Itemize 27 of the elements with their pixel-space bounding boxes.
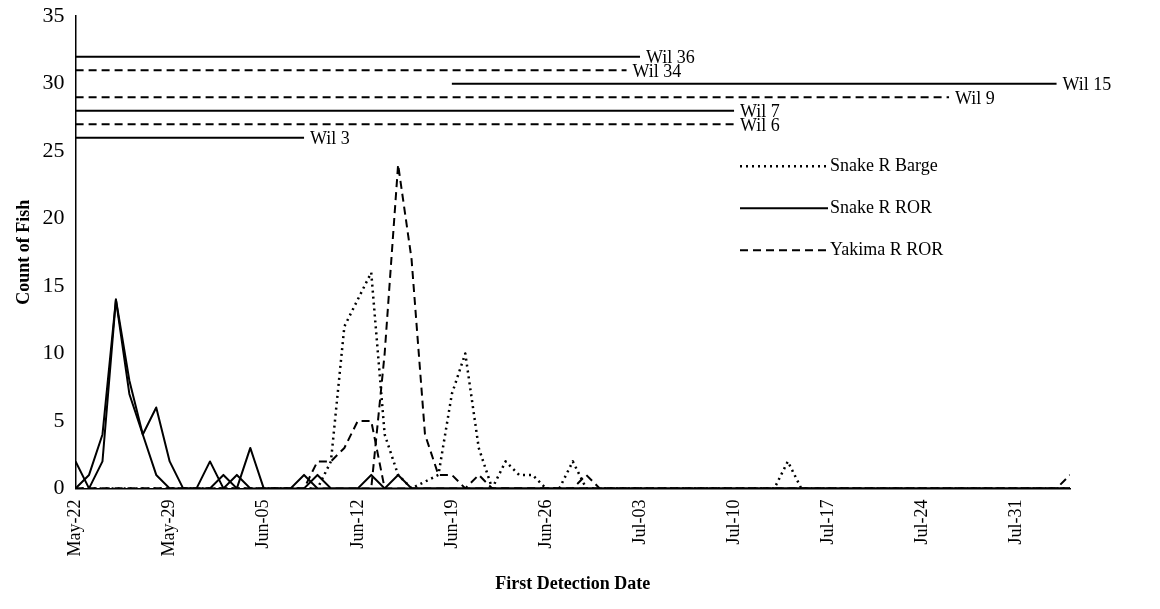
legend-label: Snake R Barge bbox=[830, 154, 938, 175]
y-tick-label: 5 bbox=[53, 406, 65, 432]
x-tick-label: Jul-31 bbox=[1004, 499, 1025, 545]
x-tick-label: May-29 bbox=[158, 499, 179, 557]
x-tick-label: Jul-03 bbox=[628, 499, 649, 545]
series-label: Wil 9 bbox=[955, 87, 995, 108]
x-tick-label: Jul-10 bbox=[722, 499, 743, 545]
y-tick-label: 10 bbox=[42, 339, 65, 365]
x-tick-label: Jun-12 bbox=[346, 499, 367, 549]
y-tick-label: 30 bbox=[42, 69, 65, 95]
y-tick-label: 35 bbox=[42, 1, 65, 27]
x-tick-label: Jun-19 bbox=[440, 499, 461, 549]
x-tick-label: Jun-05 bbox=[252, 499, 273, 549]
x-tick-label: Jul-17 bbox=[816, 499, 837, 545]
x-tick-label: May-22 bbox=[64, 499, 85, 557]
y-tick-label: 15 bbox=[42, 271, 65, 297]
y-tick-label: 20 bbox=[42, 204, 65, 230]
legend-label: Yakima R ROR bbox=[830, 238, 944, 259]
x-tick-label: Jun-26 bbox=[534, 499, 555, 549]
series-label: Wil 3 bbox=[310, 128, 350, 149]
series-label: Wil 15 bbox=[1062, 74, 1112, 95]
x-axis-title: First Detection Date bbox=[495, 572, 651, 593]
y-tick-label: 0 bbox=[53, 474, 65, 500]
legend-label: Snake R ROR bbox=[830, 196, 933, 217]
y-axis-title: Count of Fish bbox=[13, 199, 34, 305]
y-tick-label: 25 bbox=[42, 136, 65, 162]
x-tick-label: Jul-24 bbox=[910, 499, 931, 545]
